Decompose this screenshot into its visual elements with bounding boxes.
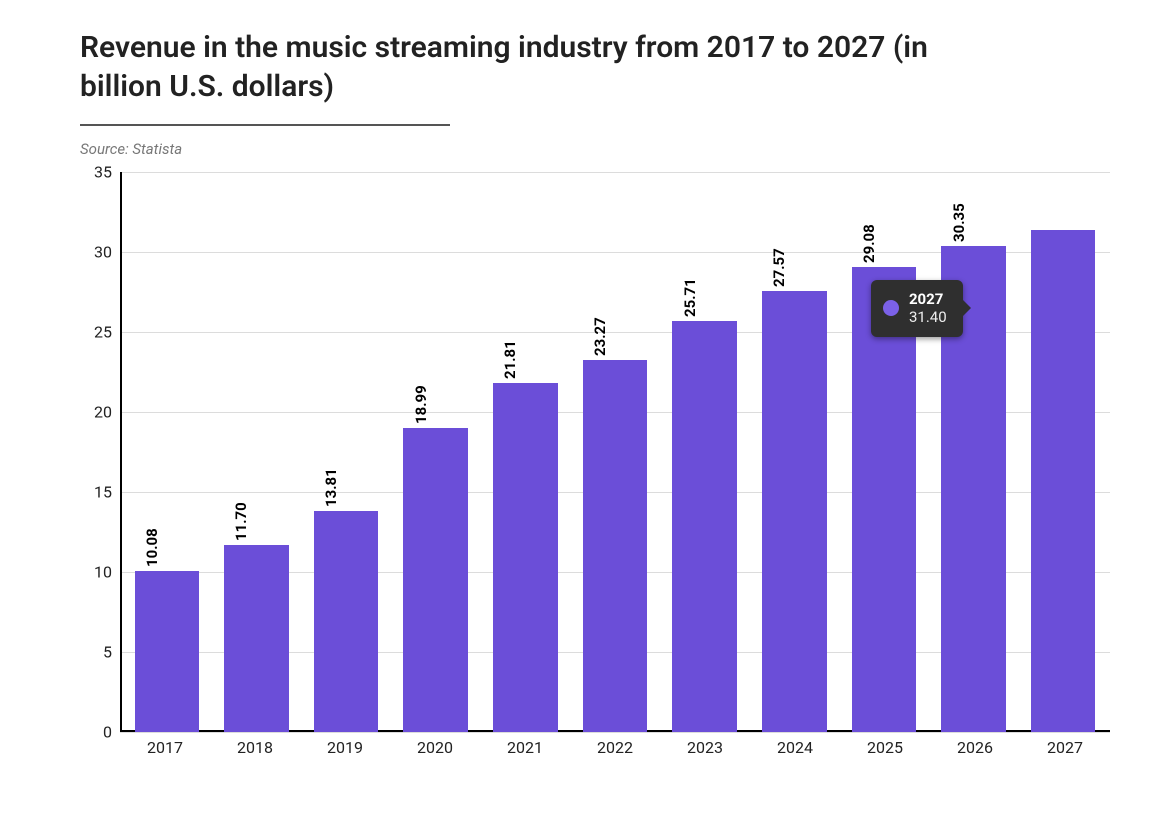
x-tick-label: 2023: [660, 732, 750, 762]
bar[interactable]: 18.99: [403, 428, 468, 732]
bar[interactable]: 27.57: [762, 291, 827, 732]
bar-value-label: 25.71: [681, 278, 699, 317]
source-line: Source: Statista: [80, 140, 1118, 158]
x-tick-label: 2018: [210, 732, 300, 762]
y-tick-label: 5: [103, 643, 112, 662]
tooltip: 202731.40: [871, 280, 963, 338]
bars-container: 10.08 11.70 13.81 18.99 21.81 23.27 25.71 27.57…: [120, 172, 1110, 732]
bar[interactable]: [1031, 230, 1096, 732]
x-tick-label: 2021: [480, 732, 570, 762]
bar-value-label: 27.57: [770, 248, 788, 287]
bar-value-label: 30.35: [950, 204, 968, 243]
bar-value-label: 29.08: [860, 224, 878, 263]
x-tick-label: 2019: [300, 732, 390, 762]
x-tick-label: 2025: [840, 732, 930, 762]
bar[interactable]: 11.70: [224, 545, 289, 732]
bar-slot: 30.35: [929, 172, 1019, 732]
plot-region: 0510152025303510.0811.7013.8118.9921.812…: [120, 172, 1110, 732]
bar-slot: 10.08: [122, 172, 212, 732]
x-tick-label: 2026: [930, 732, 1020, 762]
bar-slot: 25.71: [660, 172, 750, 732]
bar-slot: 13.81: [301, 172, 391, 732]
x-axis-labels: 2017201820192020202120222023202420252026…: [120, 732, 1110, 762]
bar-value-label: 11.70: [232, 502, 250, 541]
y-tick-label: 15: [94, 483, 112, 502]
y-tick-label: 35: [94, 163, 112, 182]
y-tick-label: 0: [103, 723, 112, 742]
tooltip-value: 31.40: [909, 308, 947, 327]
tooltip-swatch-icon: [883, 300, 899, 316]
x-tick-label: 2022: [570, 732, 660, 762]
bar-value-label: 21.81: [501, 340, 519, 379]
bar-value-label: 10.08: [143, 528, 161, 567]
bar-value-label: 18.99: [412, 385, 430, 424]
y-tick-label: 30: [94, 243, 112, 262]
title-underline: [80, 124, 450, 126]
bar[interactable]: 23.27: [583, 360, 648, 732]
bar-slot: 29.08: [839, 172, 929, 732]
x-tick-label: 2024: [750, 732, 840, 762]
bar[interactable]: 21.81: [493, 383, 558, 732]
y-tick-label: 25: [94, 323, 112, 342]
bar-slot: 18.99: [391, 172, 481, 732]
y-tick-label: 10: [94, 563, 112, 582]
bar-slot: 27.57: [749, 172, 839, 732]
bar[interactable]: 25.71: [672, 321, 737, 732]
tooltip-category: 2027: [909, 290, 947, 309]
x-tick-label: 2017: [120, 732, 210, 762]
chart-title: Revenue in the music streaming industry …: [80, 28, 980, 106]
y-tick-label: 20: [94, 403, 112, 422]
x-tick-label: 2020: [390, 732, 480, 762]
bar[interactable]: 10.08: [135, 571, 200, 732]
bar[interactable]: 13.81: [314, 511, 379, 732]
bar-slot: [1018, 172, 1108, 732]
chart-area: 0510152025303510.0811.7013.8118.9921.812…: [80, 172, 1110, 762]
bar-slot: 21.81: [481, 172, 571, 732]
bar-slot: 11.70: [212, 172, 302, 732]
bar-slot: 23.27: [570, 172, 660, 732]
tooltip-text: 202731.40: [909, 290, 947, 328]
x-tick-label: 2027: [1020, 732, 1110, 762]
bar-value-label: 23.27: [591, 317, 609, 356]
bar-value-label: 13.81: [322, 468, 340, 507]
